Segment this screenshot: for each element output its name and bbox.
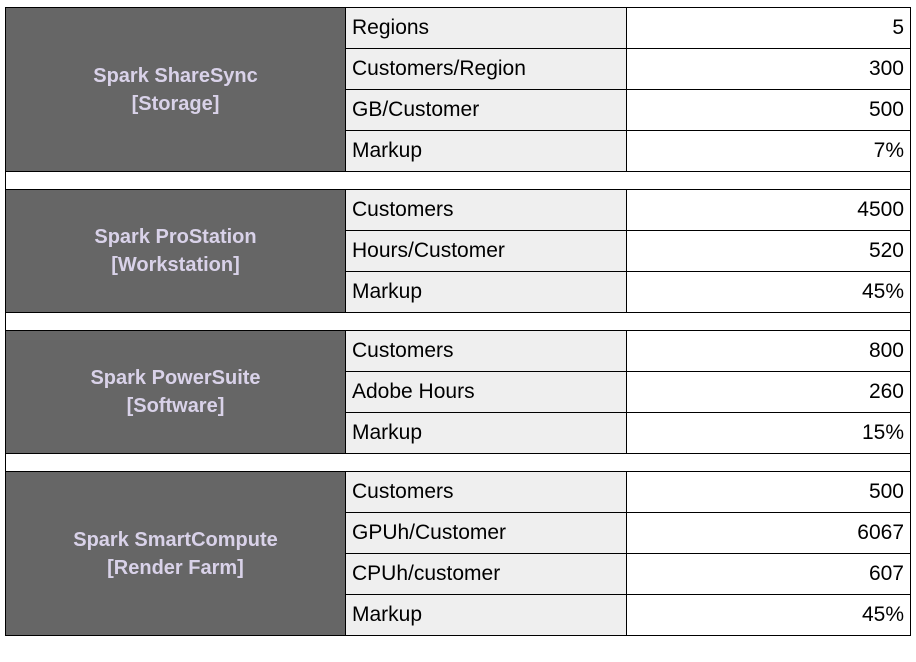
product-category: [Software] bbox=[126, 395, 225, 417]
table-row: Spark ShareSync [Storage] Regions 5 bbox=[5, 7, 911, 172]
param-value-cell[interactable]: 500 bbox=[626, 471, 911, 513]
param-value-cell[interactable]: 800 bbox=[626, 330, 911, 372]
param-value-cell[interactable]: 300 bbox=[626, 48, 911, 90]
param-value-cell[interactable]: 45% bbox=[626, 271, 911, 313]
param-label-cell[interactable]: Customers bbox=[345, 330, 627, 372]
spacer-row bbox=[5, 171, 911, 190]
product-cell-prostation[interactable]: Spark ProStation [Workstation] bbox=[5, 189, 346, 313]
spacer-cell[interactable] bbox=[5, 453, 911, 472]
param-label-cell[interactable]: Markup bbox=[345, 412, 627, 454]
param-label-cell[interactable]: Regions bbox=[345, 7, 627, 49]
table-row: Markup 45% bbox=[6, 594, 911, 636]
spacer-row bbox=[5, 453, 911, 472]
param-value-cell[interactable]: 260 bbox=[626, 371, 911, 413]
spacer-cell[interactable] bbox=[5, 171, 911, 190]
product-cell-sharesync[interactable]: Spark ShareSync [Storage] bbox=[5, 7, 346, 172]
param-value-cell[interactable]: 45% bbox=[626, 594, 911, 636]
table-row: Adobe Hours 260 bbox=[6, 371, 911, 413]
product-name: Spark ProStation bbox=[94, 226, 257, 248]
table-row: GB/Customer 500 bbox=[6, 89, 911, 131]
spacer-cell[interactable] bbox=[5, 312, 911, 331]
param-value-cell[interactable]: 5 bbox=[626, 7, 911, 49]
param-label-cell[interactable]: Adobe Hours bbox=[345, 371, 627, 413]
product-cell-smartcompute[interactable]: Spark SmartCompute [Render Farm] bbox=[5, 471, 346, 636]
table-row: Customers/Region 300 bbox=[6, 48, 911, 90]
param-value-cell[interactable]: 607 bbox=[626, 553, 911, 595]
table-row: Markup 7% bbox=[6, 130, 911, 172]
table-row: GPUh/Customer 6067 bbox=[6, 512, 911, 554]
param-label-cell[interactable]: Markup bbox=[345, 594, 627, 636]
product-category: [Workstation] bbox=[111, 254, 240, 276]
param-label-cell[interactable]: GPUh/Customer bbox=[345, 512, 627, 554]
param-value-cell[interactable]: 500 bbox=[626, 89, 911, 131]
product-category: [Storage] bbox=[131, 92, 220, 115]
param-label-cell[interactable]: Hours/Customer bbox=[345, 230, 627, 272]
product-name: Spark PowerSuite bbox=[90, 367, 261, 389]
param-value-cell[interactable]: 520 bbox=[626, 230, 911, 272]
param-label-cell[interactable]: Customers/Region bbox=[345, 48, 627, 90]
param-label-cell[interactable]: CPUh/customer bbox=[345, 553, 627, 595]
table-row: Spark SmartCompute [Render Farm] Custome… bbox=[5, 471, 911, 636]
param-value-cell[interactable]: 15% bbox=[626, 412, 911, 454]
table-row: Spark PowerSuite [Software] Customers 80… bbox=[5, 330, 911, 454]
pricing-inputs-table: Spark ShareSync [Storage] Regions 5 Cust… bbox=[5, 7, 911, 636]
product-category: [Render Farm] bbox=[107, 556, 244, 579]
product-name: Spark SmartCompute bbox=[73, 528, 278, 551]
param-label-cell[interactable]: Markup bbox=[345, 271, 627, 313]
product-cell-powersuite[interactable]: Spark PowerSuite [Software] bbox=[5, 330, 346, 454]
table-row: Spark ProStation [Workstation] Customers… bbox=[5, 189, 911, 313]
param-value-cell[interactable]: 4500 bbox=[626, 189, 911, 231]
param-value-cell[interactable]: 7% bbox=[626, 130, 911, 172]
spacer-row bbox=[5, 312, 911, 331]
product-name: Spark ShareSync bbox=[93, 64, 258, 87]
param-value-cell[interactable]: 6067 bbox=[626, 512, 911, 554]
table-row: Markup 15% bbox=[6, 412, 911, 454]
param-label-cell[interactable]: Customers bbox=[345, 471, 627, 513]
param-label-cell[interactable]: Markup bbox=[345, 130, 627, 172]
table-row: Markup 45% bbox=[6, 271, 911, 313]
table-row: Hours/Customer 520 bbox=[6, 230, 911, 272]
param-label-cell[interactable]: GB/Customer bbox=[345, 89, 627, 131]
param-label-cell[interactable]: Customers bbox=[345, 189, 627, 231]
